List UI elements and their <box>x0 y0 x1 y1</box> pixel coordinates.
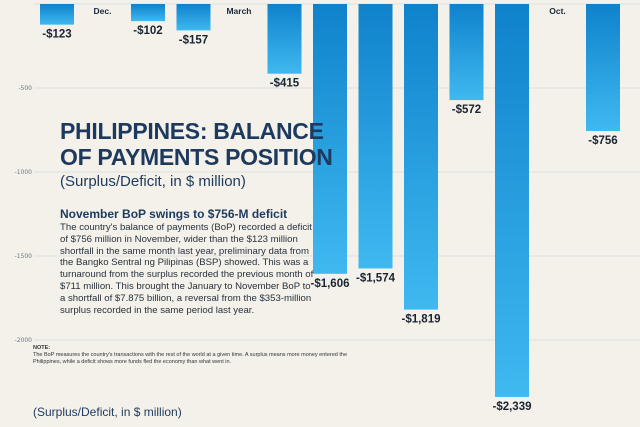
chart-subtitle: (Surplus/Deficit, in $ million) <box>60 173 246 190</box>
bars <box>40 4 620 397</box>
chart-title: PHILIPPINES: BALANCE OF PAYMENTS POSITIO… <box>60 118 333 170</box>
bar <box>131 4 165 22</box>
bar <box>358 4 393 269</box>
data-label: -$102 <box>133 25 162 37</box>
x-tick-label: Oct. <box>549 6 566 16</box>
data-labels: -$123 Dec. -$102 -$157 March -$415 -$1,606 -$1,… <box>42 6 617 413</box>
y-tick-label: -1000 <box>15 169 33 176</box>
x-tick-label: March <box>226 6 251 16</box>
bar <box>313 4 347 274</box>
data-label: -$1,574 <box>356 272 396 284</box>
bar <box>404 4 438 310</box>
y-tick-label: -1500 <box>15 253 33 260</box>
data-label: -$572 <box>452 104 481 116</box>
note-text: The BoP measures the country's transacti… <box>33 352 347 365</box>
note-label: NOTE: <box>33 345 51 351</box>
y-tick-label: -2000 <box>15 337 33 344</box>
y-tick-label: -500 <box>18 85 32 92</box>
y-axis-unit-label: (Surplus/Deficit, in $ million) <box>33 405 182 419</box>
story-body: The country's balance of payments (BoP) … <box>60 222 314 316</box>
bar <box>267 4 302 74</box>
data-label: -$2,339 <box>492 401 531 413</box>
x-tick-label: Dec. <box>94 6 112 16</box>
bar <box>449 4 484 101</box>
data-label: -$157 <box>179 34 208 46</box>
data-label: -$1,819 <box>401 314 440 326</box>
data-label: -$1,606 <box>310 278 349 290</box>
data-label: -$415 <box>270 78 300 90</box>
bar <box>40 4 74 25</box>
data-label: -$756 <box>588 135 617 147</box>
bar <box>495 4 529 397</box>
story-headline: November BoP swings to $756-M deficit <box>60 207 288 221</box>
bar <box>176 4 211 31</box>
bar <box>586 4 620 132</box>
data-label: -$123 <box>42 29 71 41</box>
